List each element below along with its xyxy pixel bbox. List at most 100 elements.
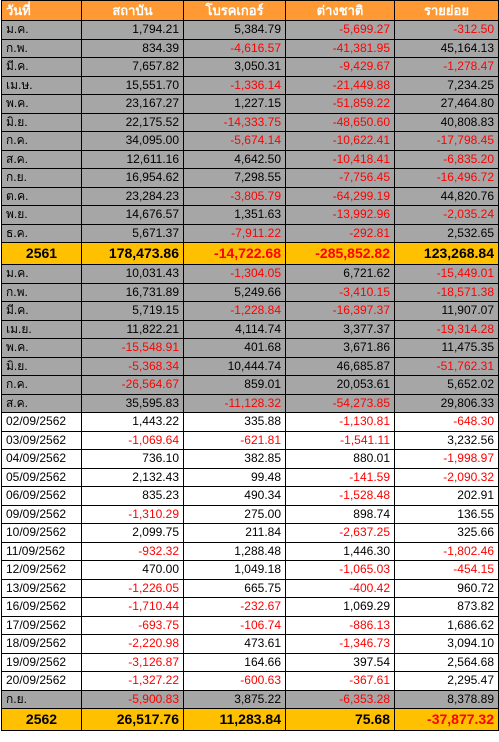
daily-row: 09/09/2562 -1,310.29 275.00 898.74 136.55 xyxy=(1,504,499,524)
daily-row: 17/09/2562 -693.75 -106.74 -886.13 1,686.62 xyxy=(1,615,499,635)
summary-row: 2562 26,517.76 11,283.84 75.68 -37,877.32 xyxy=(1,708,499,731)
cell-retail: 29,806.33 xyxy=(394,393,499,413)
cell-broker: 5,384.79 xyxy=(183,20,286,40)
cell-broker: 859.01 xyxy=(183,375,286,395)
cell-retail: -37,877.32 xyxy=(394,708,499,731)
cell-foreign: 1,446.30 xyxy=(285,541,395,561)
month-row: ธ.ค. 5,671.37 -7,911.22 -292.81 2,532.65 xyxy=(1,223,499,243)
cell-broker: 164.66 xyxy=(183,652,286,672)
cell-foreign: -3,410.15 xyxy=(285,282,395,302)
cell-foreign: -7,756.45 xyxy=(285,168,395,188)
cell-broker: -5,674.14 xyxy=(183,131,286,151)
month-row: ก.ย. -5,900.83 3,875.22 -6,353.28 8,378.89 xyxy=(1,689,499,709)
daily-row: 19/09/2562 -3,126.87 164.66 397.54 2,564.68 xyxy=(1,652,499,672)
month-row: ก.ค. 34,095.00 -5,674.14 -10,622.41 -17,798.… xyxy=(1,131,499,151)
cell-month: มิ.ย. xyxy=(1,112,82,132)
cell-month: มี.ค. xyxy=(1,57,82,77)
cell-institution: 835.23 xyxy=(81,486,184,506)
cell-retail: 123,268.84 xyxy=(394,242,499,265)
daily-row: 13/09/2562 -1,226.05 665.75 -400.42 960.72 xyxy=(1,578,499,598)
cell-broker: 4,114.74 xyxy=(183,319,286,339)
cell-retail: 1,686.62 xyxy=(394,615,499,635)
cell-retail: 8,378.89 xyxy=(394,689,499,709)
cell-retail: 11,475.35 xyxy=(394,338,499,358)
cell-retail: 3,232.56 xyxy=(394,430,499,450)
cell-month: ธ.ค. xyxy=(1,223,82,243)
cell-foreign: -48,650.60 xyxy=(285,112,395,132)
cell-foreign: 75.68 xyxy=(285,708,395,731)
cell-retail: 3,094.10 xyxy=(394,634,499,654)
cell-foreign: -1,528.48 xyxy=(285,486,395,506)
cell-institution: 178,473.86 xyxy=(81,242,184,265)
cell-institution: -1,226.05 xyxy=(81,578,184,598)
cell-broker: 1,288.48 xyxy=(183,541,286,561)
month-row: มิ.ย. 22,175.52 -14,333.75 -48,650.60 40,808… xyxy=(1,112,499,132)
daily-row: 11/09/2562 -932.32 1,288.48 1,446.30 -1,802.… xyxy=(1,541,499,561)
cell-broker: 4,642.50 xyxy=(183,149,286,169)
cell-institution: 11,822.21 xyxy=(81,319,184,339)
cell-foreign: -6,353.28 xyxy=(285,689,395,709)
cell-date: 02/09/2562 xyxy=(1,412,82,432)
cell-institution: -1,710.44 xyxy=(81,597,184,617)
cell-foreign: -1,346.73 xyxy=(285,634,395,654)
cell-broker: -232.67 xyxy=(183,597,286,617)
month-row: ส.ค. 35,595.83 -11,128.32 -54,273.85 29,806.… xyxy=(1,393,499,413)
cell-institution: -1,327.22 xyxy=(81,671,184,691)
cell-broker: 5,249.66 xyxy=(183,282,286,302)
cell-retail: 44,820.76 xyxy=(394,186,499,206)
cell-foreign: 3,377.37 xyxy=(285,319,395,339)
cell-broker: -4,616.57 xyxy=(183,38,286,58)
cell-retail: 325.66 xyxy=(394,523,499,543)
header-foreign: ต่างชาติ xyxy=(285,0,395,21)
cell-foreign: -10,622.41 xyxy=(285,131,395,151)
cell-month: ก.ค. xyxy=(1,131,82,151)
cell-broker: 3,875.22 xyxy=(183,689,286,709)
cell-broker: 382.85 xyxy=(183,449,286,469)
cell-retail: 202.91 xyxy=(394,486,499,506)
month-row: มิ.ย. -5,368.34 10,444.74 46,685.87 -51,762.… xyxy=(1,356,499,376)
cell-broker: -1,336.14 xyxy=(183,75,286,95)
cell-month: ส.ค. xyxy=(1,149,82,169)
cell-foreign: -54,273.85 xyxy=(285,393,395,413)
cell-retail: 5,652.02 xyxy=(394,375,499,395)
cell-institution: 470.00 xyxy=(81,560,184,580)
cell-broker: -14,333.75 xyxy=(183,112,286,132)
header-row: วันที่ สถาบัน โบรคเกอร์ ต่างชาติ รายย่อย xyxy=(1,0,499,21)
daily-row: 06/09/2562 835.23 490.34 -1,528.48 202.91 xyxy=(1,486,499,506)
cell-date: 09/09/2562 xyxy=(1,504,82,524)
cell-month: ส.ค. xyxy=(1,393,82,413)
cell-month: มี.ค. xyxy=(1,301,82,321)
daily-row: 04/09/2562 736.10 382.85 880.01 -1,998.97 xyxy=(1,449,499,469)
cell-retail: -1,278.47 xyxy=(394,57,499,77)
cell-foreign: -886.13 xyxy=(285,615,395,635)
header-institution: สถาบัน xyxy=(81,0,184,21)
cell-date: 17/09/2562 xyxy=(1,615,82,635)
cell-foreign: -1,541.11 xyxy=(285,430,395,450)
cell-retail: -648.30 xyxy=(394,412,499,432)
cell-broker: 401.68 xyxy=(183,338,286,358)
cell-foreign: 880.01 xyxy=(285,449,395,469)
cell-foreign: -2,637.25 xyxy=(285,523,395,543)
cell-institution: 736.10 xyxy=(81,449,184,469)
cell-institution: 22,175.52 xyxy=(81,112,184,132)
cell-foreign: 46,685.87 xyxy=(285,356,395,376)
cell-month: ม.ค. xyxy=(1,20,82,40)
cell-month: มิ.ย. xyxy=(1,356,82,376)
cell-month: พ.ย. xyxy=(1,205,82,225)
cell-foreign: -1,065.03 xyxy=(285,560,395,580)
cell-month: ก.ย. xyxy=(1,689,82,709)
cell-date: 18/09/2562 xyxy=(1,634,82,654)
cell-institution: -1,069.64 xyxy=(81,430,184,450)
cell-month: เม.ย. xyxy=(1,319,82,339)
month-row: มี.ค. 5,719.15 -1,228.84 -16,397.37 11,907.0… xyxy=(1,301,499,321)
cell-institution: -1,310.29 xyxy=(81,504,184,524)
daily-row: 03/09/2562 -1,069.64 -621.81 -1,541.11 3,232… xyxy=(1,430,499,450)
cell-foreign: -41,381.95 xyxy=(285,38,395,58)
cell-retail: -454.15 xyxy=(394,560,499,580)
cell-retail: -18,571.38 xyxy=(394,282,499,302)
cell-foreign: -400.42 xyxy=(285,578,395,598)
month-row: ส.ค. 12,611.16 4,642.50 -10,418.41 -6,835.20 xyxy=(1,149,499,169)
cell-month: เม.ษ. xyxy=(1,75,82,95)
cell-foreign: -51,859.22 xyxy=(285,94,395,114)
